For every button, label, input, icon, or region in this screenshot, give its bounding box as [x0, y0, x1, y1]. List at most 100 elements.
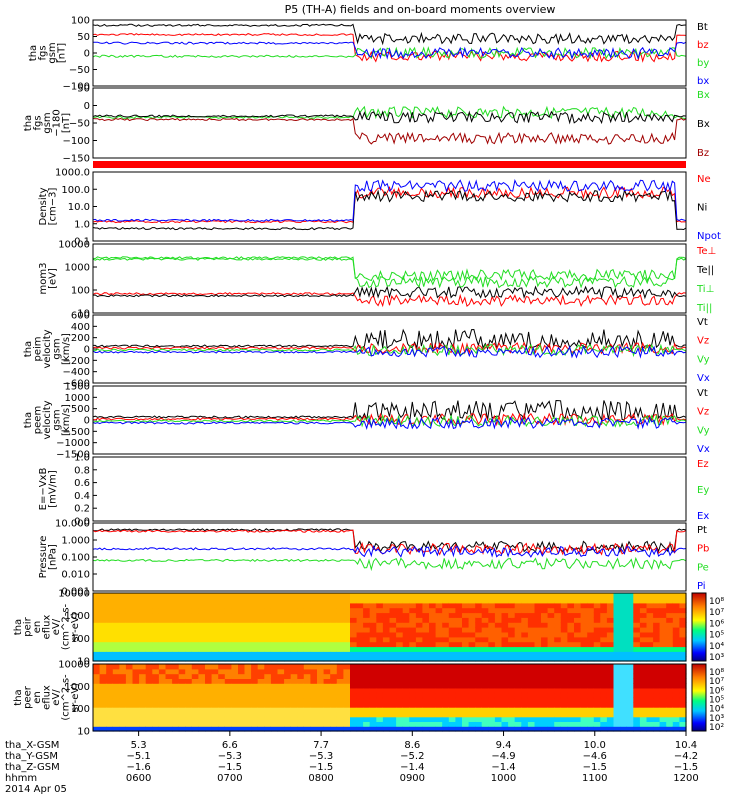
- heatmap-cell: [415, 617, 424, 623]
- heatmap-cell: [613, 617, 621, 623]
- heatmap-cell: [382, 668, 391, 675]
- heatmap-cell: [356, 668, 364, 675]
- heatmap-cell: [442, 668, 450, 675]
- heatmap-cell: [139, 607, 147, 614]
- heatmap-cell: [554, 597, 562, 604]
- heatmap-cell: [415, 597, 424, 604]
- heatmap-cell: [462, 607, 470, 614]
- heatmap-cell: [125, 707, 134, 713]
- heatmap-cell: [475, 678, 483, 684]
- heatmap-cell: [119, 711, 127, 718]
- heatmap-cell: [593, 627, 601, 633]
- heatmap-cell: [330, 687, 338, 694]
- heatmap-cell: [191, 597, 199, 604]
- heatmap-cell: [587, 651, 595, 657]
- heatmap-cell: [508, 617, 516, 623]
- heatmap-cell: [600, 721, 608, 727]
- heatmap-cell: [264, 612, 272, 618]
- heatmap-cell: [613, 678, 621, 684]
- heatmap-cell: [626, 607, 634, 614]
- heatmap-cell: [587, 602, 595, 609]
- heatmap-cell: [106, 711, 114, 718]
- heatmap-cell: [633, 711, 641, 718]
- heatmap-cell: [152, 678, 160, 684]
- heatmap-cell: [514, 692, 522, 699]
- heatmap-cell: [264, 602, 272, 609]
- heatmap-cell: [567, 707, 575, 713]
- heatmap-cell: [350, 668, 358, 675]
- heatmap-cell: [633, 622, 641, 628]
- heatmap-cell: [580, 711, 588, 718]
- heatmap-cell: [158, 612, 167, 618]
- heatmap-cell: [415, 607, 424, 614]
- heatmap-cell: [290, 607, 298, 614]
- heatmap-cell: [205, 721, 213, 727]
- y-axis-label: Density: [38, 187, 49, 225]
- heatmap-cell: [402, 602, 410, 609]
- heatmap-cell: [508, 687, 516, 694]
- heatmap-cell: [666, 617, 674, 623]
- heatmap-cell: [468, 692, 476, 699]
- heatmap-cell: [494, 668, 503, 675]
- heatmap-cell: [369, 607, 377, 614]
- heatmap-cell: [501, 673, 509, 679]
- heatmap-cell: [574, 641, 582, 648]
- heatmap-cell: [303, 597, 311, 604]
- heatmap-cell: [191, 617, 199, 623]
- series-line-Te||: [92, 285, 687, 300]
- heatmap-cell: [494, 711, 503, 718]
- heatmap-cell: [600, 607, 608, 614]
- heatmap-cell: [363, 668, 371, 675]
- heatmap-cell: [580, 692, 588, 699]
- heatmap-cell: [303, 697, 311, 703]
- heatmap-cell: [415, 612, 424, 618]
- heatmap-cell: [646, 683, 654, 689]
- heatmap-cell: [620, 597, 628, 604]
- heatmap-cell: [409, 697, 417, 703]
- heatmap-cell: [501, 678, 509, 684]
- heatmap-cell: [574, 656, 582, 662]
- heatmap-cell: [112, 627, 120, 633]
- heatmap-cell: [593, 656, 601, 662]
- heatmap-cell: [633, 641, 641, 648]
- heatmap-cell: [422, 593, 430, 599]
- heatmap-cell: [350, 697, 358, 703]
- heatmap-cell: [198, 651, 206, 657]
- heatmap-cell: [244, 711, 252, 718]
- heatmap-cell: [679, 716, 687, 722]
- heatmap-cell: [343, 651, 351, 657]
- heatmap-cell: [494, 664, 503, 670]
- heatmap-cell: [593, 636, 601, 643]
- heatmap-cell: [198, 607, 206, 614]
- heatmap-cell: [501, 726, 509, 732]
- legend-entry: Te⊥: [696, 246, 716, 257]
- heatmap-cell: [205, 673, 213, 679]
- heatmap-cell: [224, 664, 232, 670]
- heatmap-cell: [448, 622, 456, 628]
- heatmap-cell: [626, 631, 634, 638]
- heatmap-cell: [132, 721, 140, 727]
- heatmap-cell: [560, 656, 568, 662]
- heatmap-cell: [238, 622, 246, 628]
- heatmap-cell: [336, 697, 344, 703]
- heatmap-cell: [574, 602, 582, 609]
- heatmap-cell: [626, 687, 634, 694]
- colorbar-label: 10²: [709, 723, 724, 733]
- heatmap-cell: [369, 631, 377, 638]
- heatmap-cell: [218, 656, 226, 662]
- heatmap-cell: [567, 687, 575, 694]
- heatmap-cell: [679, 683, 687, 689]
- heatmap-cell: [429, 593, 437, 599]
- heatmap-cell: [666, 646, 674, 652]
- heatmap-cell: [251, 673, 259, 679]
- heatmap-cell: [251, 656, 259, 662]
- heatmap-cell: [198, 683, 206, 689]
- heatmap-cell: [666, 721, 674, 727]
- heatmap-cell: [666, 711, 674, 718]
- heatmap-cell: [205, 656, 213, 662]
- legend-entry: Ti||: [696, 303, 712, 314]
- heatmap-cell: [455, 612, 463, 618]
- heatmap-cell: [455, 646, 463, 652]
- heatmap-cell: [534, 631, 542, 638]
- heatmap-cell: [270, 702, 279, 708]
